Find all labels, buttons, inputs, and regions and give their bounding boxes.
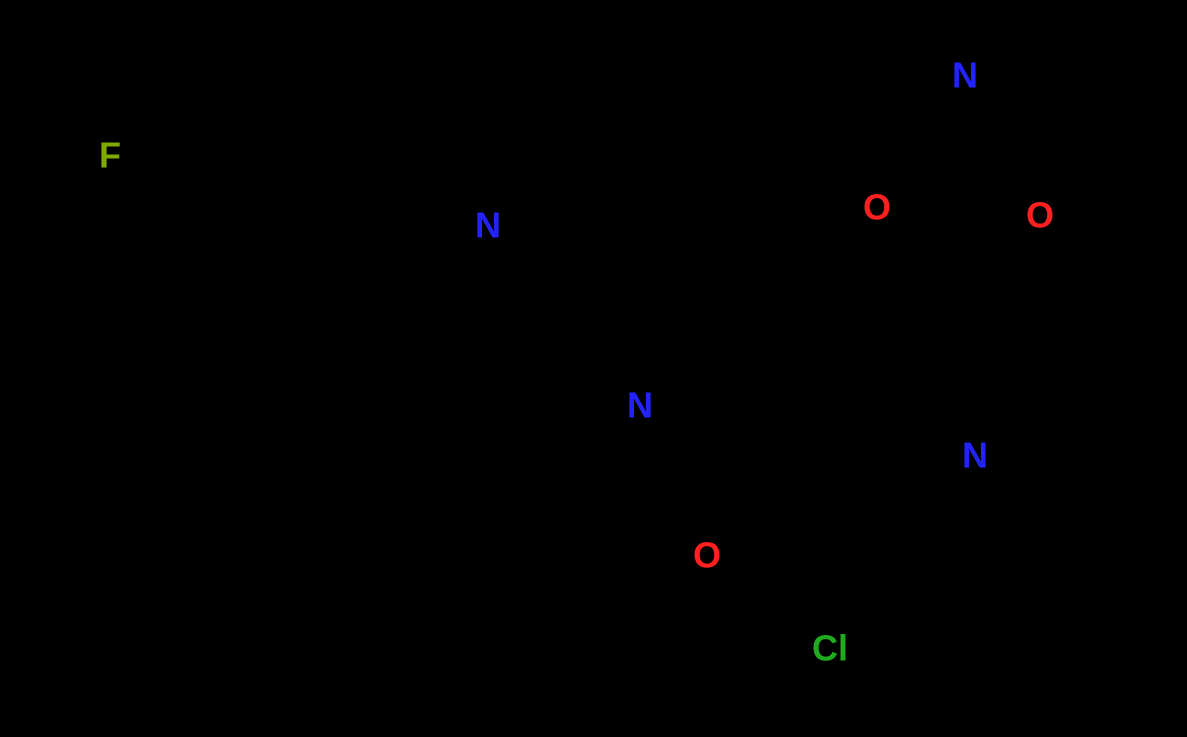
bond-line — [966, 162, 1027, 202]
bond-line — [718, 420, 805, 460]
bond-line — [805, 420, 898, 552]
bond-line — [890, 375, 964, 440]
bond-line — [478, 243, 487, 395]
bond-line — [655, 415, 718, 460]
bond-line — [268, 163, 343, 220]
bond-line — [656, 365, 726, 397]
bond-line — [175, 295, 250, 350]
bond-line — [898, 552, 908, 597]
bond-line — [248, 308, 333, 346]
atom-label-cl: Cl — [812, 628, 848, 669]
bond-line — [575, 180, 650, 235]
bond-line — [805, 420, 818, 590]
bond-line — [726, 280, 737, 365]
bond-line — [412, 170, 473, 214]
atom-label-o: O — [1026, 195, 1054, 236]
bond-line — [809, 325, 816, 420]
bond-line — [893, 165, 964, 199]
bond-line — [906, 601, 991, 644]
atom-label-o: O — [863, 187, 891, 228]
bond-line — [910, 593, 995, 636]
bond-line — [962, 168, 1023, 208]
bond-line — [884, 381, 958, 446]
bond-line — [993, 595, 1071, 640]
bond-line — [345, 170, 412, 217]
bond-line — [504, 180, 575, 217]
atom-label-n: N — [952, 55, 978, 96]
bond-line — [650, 235, 737, 280]
bond-line — [185, 160, 270, 200]
atom-label-o: O — [693, 535, 721, 576]
bond-line — [705, 460, 714, 537]
bond-line — [882, 28, 949, 66]
bond-line — [818, 590, 826, 630]
atom-label-n: N — [475, 205, 501, 246]
molecule-diagram: F N N O Cl N O O N — [0, 0, 1187, 737]
bond-line — [125, 164, 185, 200]
bond-line — [272, 157, 347, 214]
bond-line — [881, 225, 889, 262]
bond-line — [478, 395, 555, 450]
bond-line — [964, 93, 965, 165]
bond-line — [252, 316, 337, 354]
bond-line — [812, 325, 887, 378]
atom-label-n: N — [627, 385, 653, 426]
atom-label-f: F — [99, 135, 121, 176]
bond-line — [981, 30, 1052, 67]
bond-line — [887, 262, 889, 378]
bond-line — [801, 325, 808, 420]
bond-line — [991, 463, 1061, 500]
atom-label-n: N — [962, 435, 988, 476]
bond-line — [713, 460, 722, 537]
bond-line — [335, 217, 345, 312]
bond-line — [555, 413, 624, 450]
